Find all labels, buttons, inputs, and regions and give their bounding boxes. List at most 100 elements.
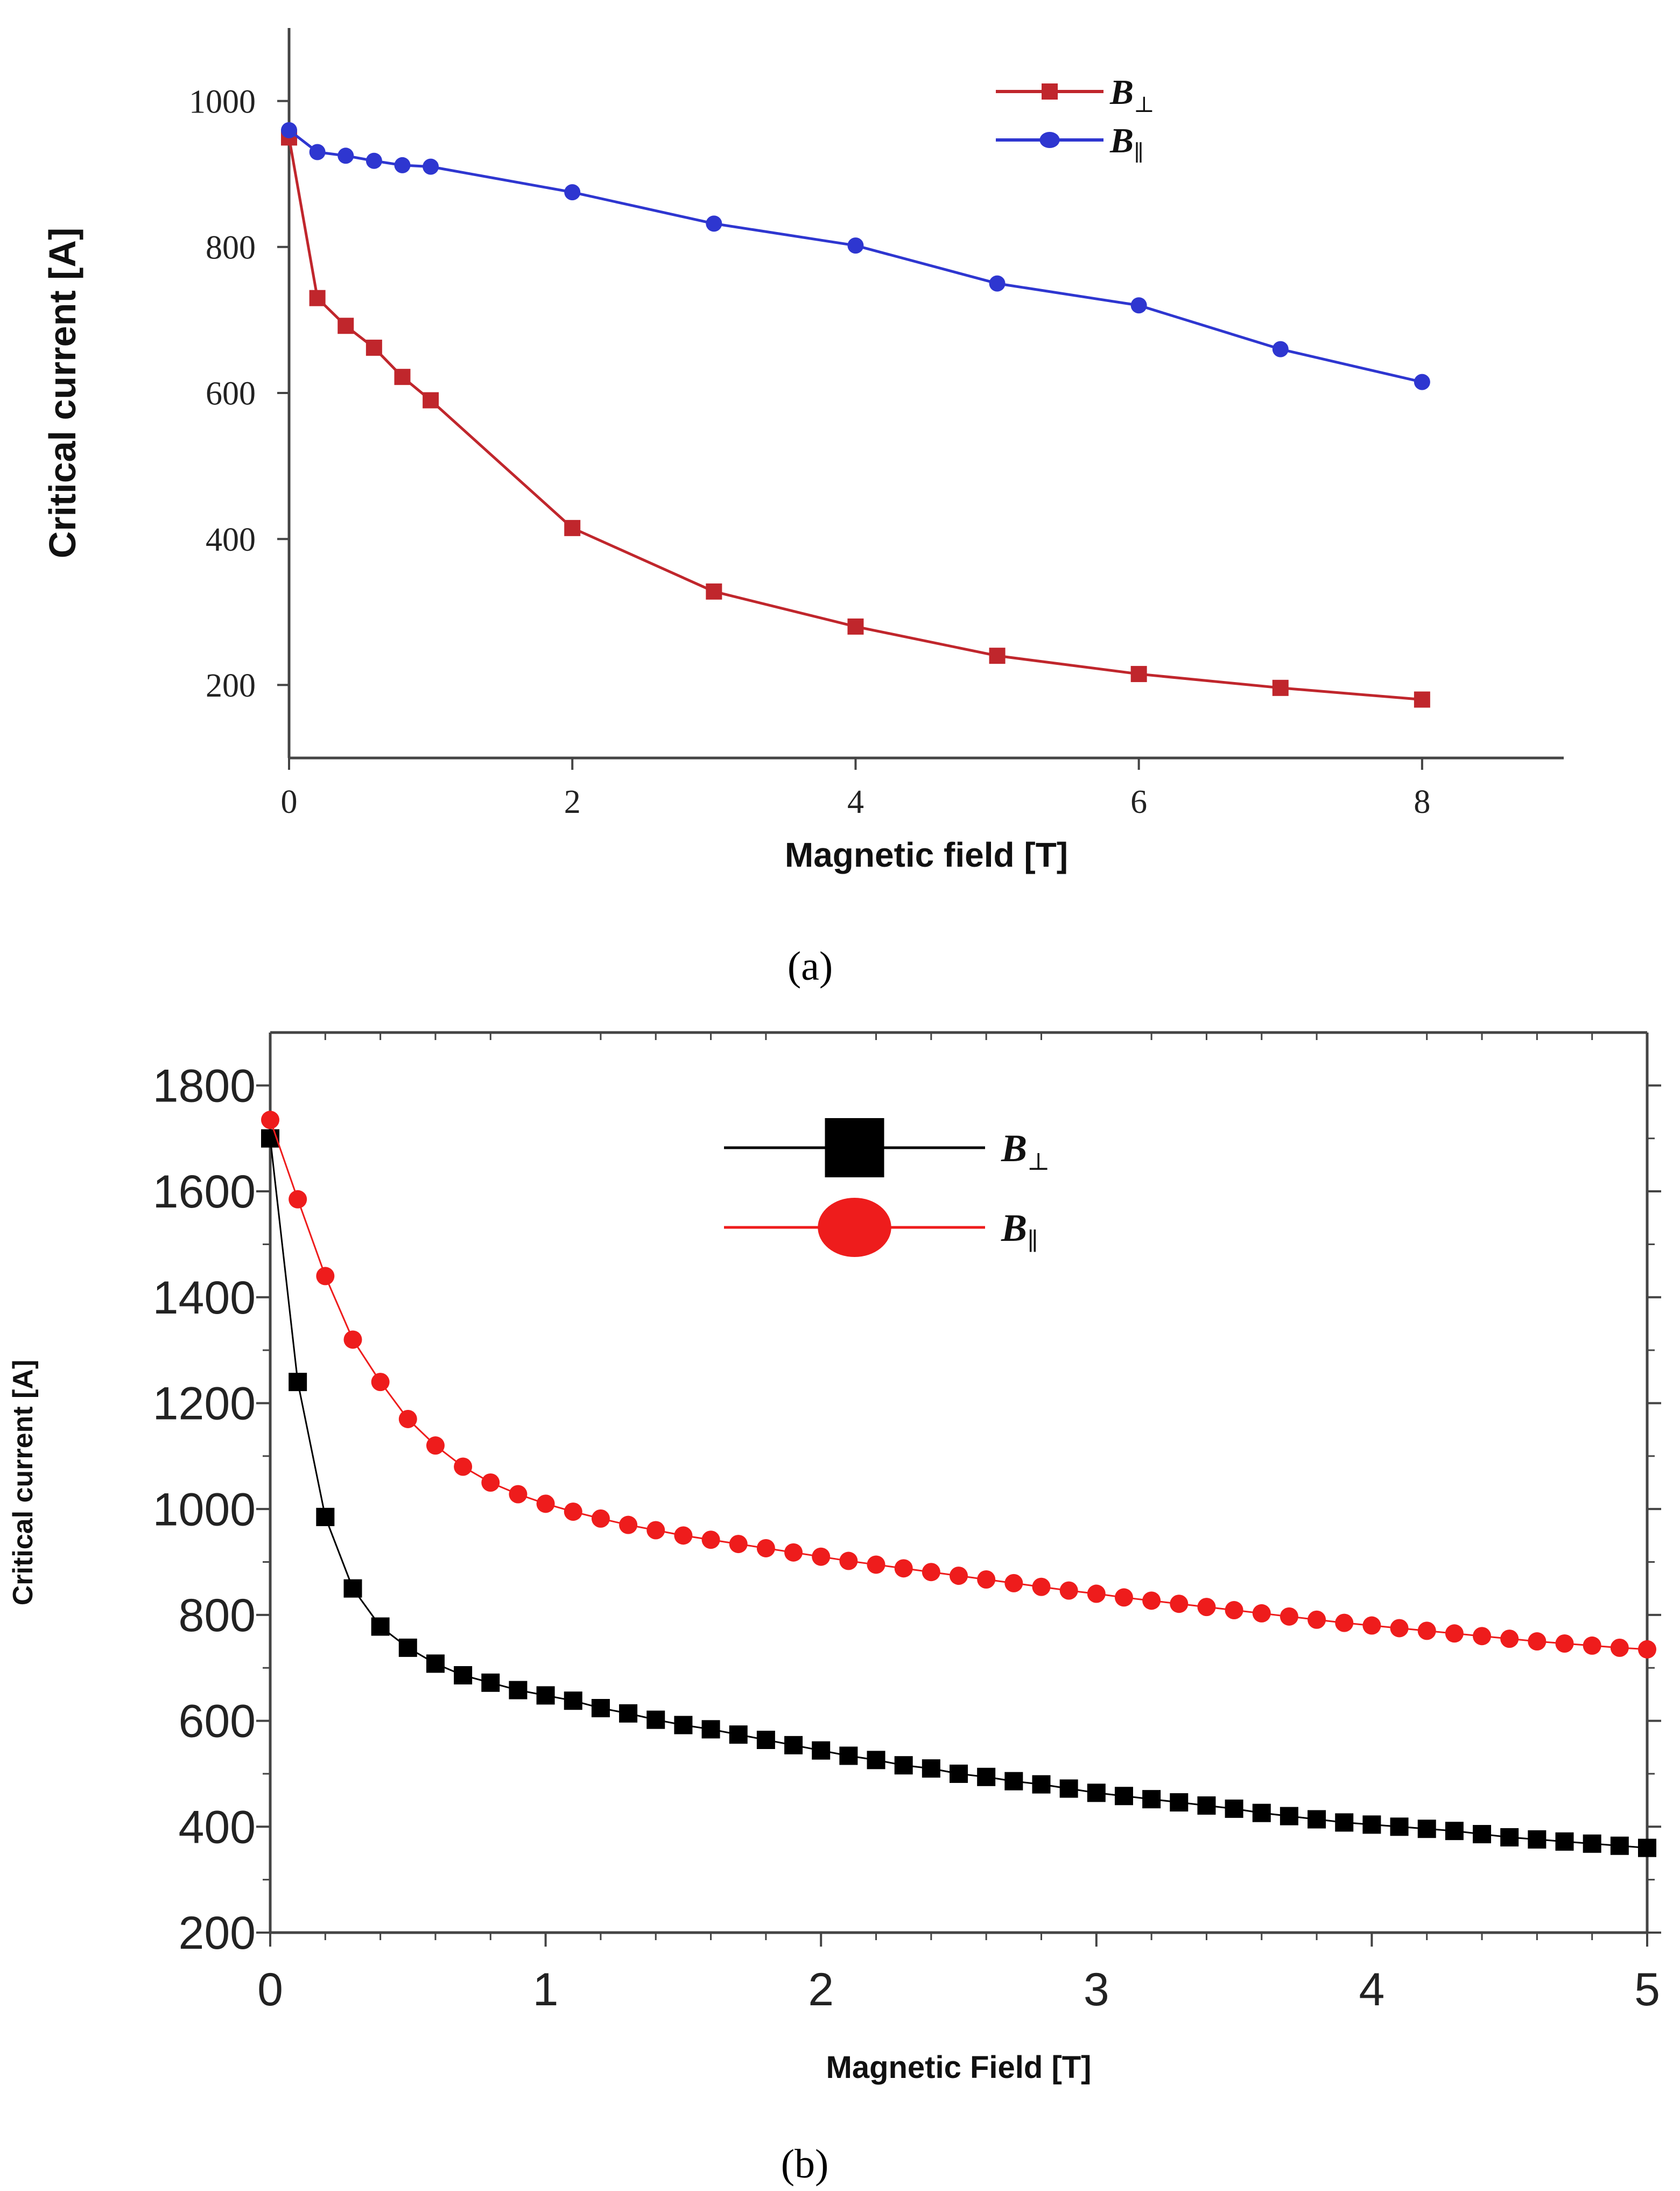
data-point	[1252, 1604, 1271, 1623]
data-point	[1335, 1613, 1354, 1632]
legend: B⊥ B∥	[724, 1118, 1050, 1257]
data-point	[756, 1730, 775, 1749]
legend-entry: B⊥	[996, 73, 1155, 117]
data-point	[1059, 1581, 1078, 1600]
data-point	[536, 1494, 555, 1513]
data-point	[812, 1547, 831, 1566]
data-point	[839, 1746, 858, 1765]
data-point	[812, 1741, 831, 1760]
data-point	[839, 1551, 858, 1570]
data-point	[706, 215, 722, 232]
data-point	[674, 1716, 693, 1734]
data-point	[1528, 1632, 1547, 1651]
x-tick-label: 0	[281, 784, 298, 820]
chart-a: 200 400 600 800 1000 0 2 4 6 8 Magnetic field [T] C…	[41, 28, 1564, 874]
data-point	[454, 1666, 473, 1685]
data-point	[950, 1764, 968, 1783]
data-point	[1272, 341, 1289, 357]
data-point	[1362, 1815, 1381, 1834]
data-point	[1114, 1787, 1133, 1806]
data-point	[784, 1543, 803, 1562]
data-point	[1087, 1783, 1106, 1802]
data-point	[1417, 1820, 1436, 1838]
data-point	[646, 1710, 665, 1729]
data-point	[1280, 1807, 1298, 1825]
data-point	[423, 392, 439, 409]
data-point	[309, 290, 326, 306]
legend-marker	[825, 1118, 884, 1177]
data-point	[398, 1409, 417, 1428]
data-point	[1610, 1836, 1629, 1855]
data-point	[536, 1686, 555, 1705]
data-point	[1500, 1828, 1519, 1846]
data-point	[1197, 1598, 1216, 1617]
data-point	[1528, 1830, 1547, 1849]
data-point	[1130, 297, 1147, 314]
y-tick-label: 400	[179, 1801, 256, 1853]
data-point	[701, 1720, 720, 1739]
data-point	[261, 1111, 279, 1129]
x-tick-label: 6	[1130, 784, 1147, 820]
data-point	[1142, 1591, 1161, 1610]
y-tick-label: 1200	[153, 1378, 256, 1430]
legend-entry: B∥	[996, 121, 1144, 165]
x-tick-label: 8	[1414, 784, 1430, 820]
x-axis-label: Magnetic field [T]	[785, 835, 1068, 874]
data-point	[1335, 1813, 1354, 1832]
data-point	[1583, 1834, 1601, 1853]
data-point	[950, 1567, 968, 1585]
legend-entry: B⊥	[724, 1118, 1050, 1177]
series-b-par	[261, 1111, 1656, 1659]
data-point	[1225, 1601, 1243, 1620]
data-point	[1610, 1638, 1629, 1657]
x-tick-label: 1	[533, 1964, 559, 2016]
data-point	[289, 1373, 307, 1392]
data-point	[756, 1539, 775, 1557]
y-axis-label: Critical current [A]	[41, 228, 83, 559]
data-point	[1473, 1825, 1492, 1844]
legend-label: B⊥	[1001, 1127, 1050, 1175]
data-point	[371, 1617, 390, 1636]
data-point	[1555, 1832, 1574, 1851]
legend-label: B∥	[1001, 1206, 1038, 1255]
legend: B⊥B∥	[996, 73, 1155, 165]
data-point	[394, 369, 411, 385]
data-point	[1414, 691, 1430, 708]
data-point	[564, 1691, 582, 1710]
data-point	[1114, 1588, 1133, 1607]
data-point	[423, 158, 439, 175]
y-tick-label: 200	[206, 668, 256, 704]
data-point	[894, 1559, 913, 1578]
data-point	[1445, 1624, 1464, 1643]
x-tick-label: 4	[1359, 1964, 1384, 2016]
data-point	[426, 1436, 445, 1455]
y-tick-label: 800	[179, 1590, 256, 1641]
data-point	[1197, 1796, 1216, 1815]
data-point	[1170, 1595, 1189, 1613]
x-tick-label: 3	[1084, 1964, 1109, 2016]
y-tick-label: 400	[206, 522, 256, 558]
data-point	[1142, 1790, 1161, 1809]
data-point	[394, 157, 411, 173]
y-tick-label: 1600	[153, 1166, 256, 1218]
data-point	[481, 1673, 500, 1692]
data-point	[343, 1579, 362, 1598]
data-point	[1087, 1584, 1106, 1603]
data-point	[706, 583, 722, 600]
legend-label-base: B	[1109, 121, 1134, 160]
data-point	[481, 1473, 500, 1492]
data-point	[1004, 1574, 1023, 1592]
data-point	[509, 1681, 528, 1700]
x-tick-label: 5	[1634, 1964, 1660, 2016]
legend-marker	[1042, 83, 1058, 100]
data-point	[454, 1457, 473, 1476]
data-point	[729, 1725, 748, 1744]
legend-label-subscript: ∥	[1027, 1228, 1038, 1255]
y-tick-label: 600	[206, 376, 256, 412]
data-point	[1583, 1636, 1601, 1655]
data-point	[1272, 679, 1289, 696]
data-point	[1390, 1619, 1409, 1638]
y-tick-label: 1400	[153, 1272, 256, 1324]
data-point	[1362, 1616, 1381, 1635]
data-point	[509, 1485, 528, 1504]
